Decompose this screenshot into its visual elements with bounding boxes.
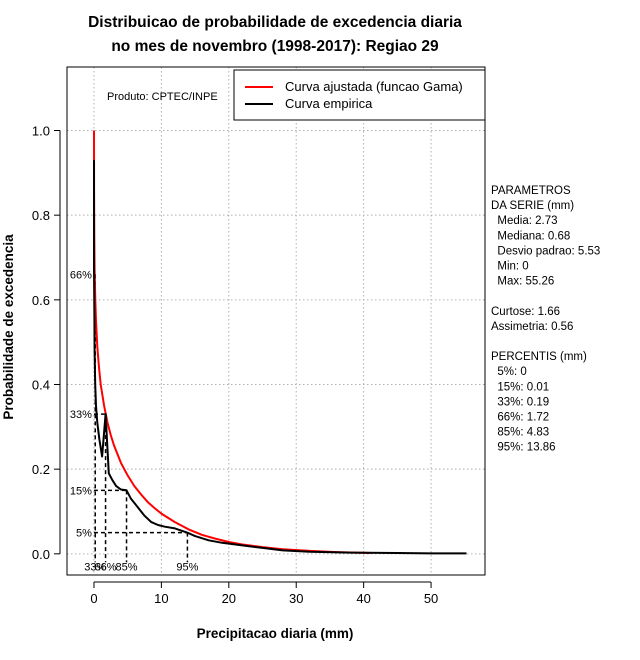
grid: [67, 67, 485, 575]
percentile-x-label: 85%: [116, 562, 138, 574]
percentile-prob-label: 15%: [70, 485, 92, 497]
side-panel-line: 15%: 0.01: [491, 381, 549, 393]
x-tick-label: 50: [424, 591, 438, 606]
side-panel-line: Desvio padrao: 5.53: [491, 245, 600, 257]
legend: Curva ajustada (funcao Gama) Curva empir…: [233, 69, 486, 121]
percentile-x-label: 66%: [95, 562, 117, 574]
side-panel-line: PARAMETROS: [491, 185, 571, 197]
series-lines: [93, 130, 467, 555]
side-panel-line: Curtose: 1.66: [491, 306, 560, 318]
x-axis-title: Precipitacao diaria (mm): [197, 626, 354, 641]
legend-box: [233, 69, 486, 121]
side-panel-line: 5%: 0: [491, 366, 527, 378]
side-panel-line: Assimetria: 0.56: [491, 321, 573, 333]
side-panel-line: PERCENTIS (mm): [491, 351, 587, 363]
chart-title-line1: Distribuicao de probabilidade de exceden…: [88, 14, 462, 31]
side-panel-line: DA SERIE (mm): [491, 200, 574, 212]
empirical-curve: [93, 160, 467, 555]
side-panel-line: Media: 2.73: [491, 215, 557, 227]
side-panel-line: 66%: 1.72: [491, 412, 549, 424]
side-panel-line: 33%: 0.19: [491, 396, 549, 408]
percentile-x-label: 33%: [84, 562, 106, 574]
fitted-gamma-curve: [93, 130, 371, 554]
y-tick-label: 0.0: [32, 547, 50, 562]
y-tick-label: 1.0: [32, 124, 50, 139]
percentile-prob-label: 5%: [76, 528, 92, 540]
series-parameters-panel: PARAMETROS DA SERIE (mm) Media: 2.73 Medi…: [491, 185, 600, 454]
percentile-x-label: 95%: [176, 562, 198, 574]
y-tick-label: 0.6: [32, 293, 50, 308]
x-tick-label: 10: [154, 591, 168, 606]
percentile-prob-label: 66%: [70, 269, 92, 281]
percentile-prob-label: 33%: [70, 409, 92, 421]
x-tick-label: 40: [356, 591, 370, 606]
y-axis-title: Probabilidade de excedencia: [1, 234, 16, 420]
x-tick-label: 20: [222, 591, 236, 606]
side-panel-line: Mediana: 0.68: [491, 230, 570, 242]
axes: 0 10 20 30 40 50 0.0 0.2 0.4 0.6 0.8 1.0: [32, 124, 438, 607]
percentile-markers: 66%33%33%66%15%85%5%95%: [70, 269, 199, 573]
side-panel-line: 95%: 13.86: [491, 442, 556, 454]
chart-title-line2: no mes de novembro (1998-2017): Regiao 2…: [111, 38, 439, 55]
legend-label-empirical: Curva empirica: [285, 96, 373, 111]
x-tick-label: 30: [289, 591, 303, 606]
y-tick-label: 0.8: [32, 208, 50, 223]
x-tick-label: 0: [90, 591, 97, 606]
product-label: Produto: CPTEC/INPE: [107, 91, 218, 103]
side-panel-line: Min: 0: [491, 261, 529, 273]
side-panel-line: 85%: 4.83: [491, 427, 549, 439]
plot-frame: [66, 66, 486, 576]
side-panel-line: Max: 55.26: [491, 276, 554, 288]
legend-label-fitted: Curva ajustada (funcao Gama): [285, 79, 463, 94]
y-tick-label: 0.2: [32, 462, 50, 477]
y-tick-label: 0.4: [32, 378, 50, 393]
